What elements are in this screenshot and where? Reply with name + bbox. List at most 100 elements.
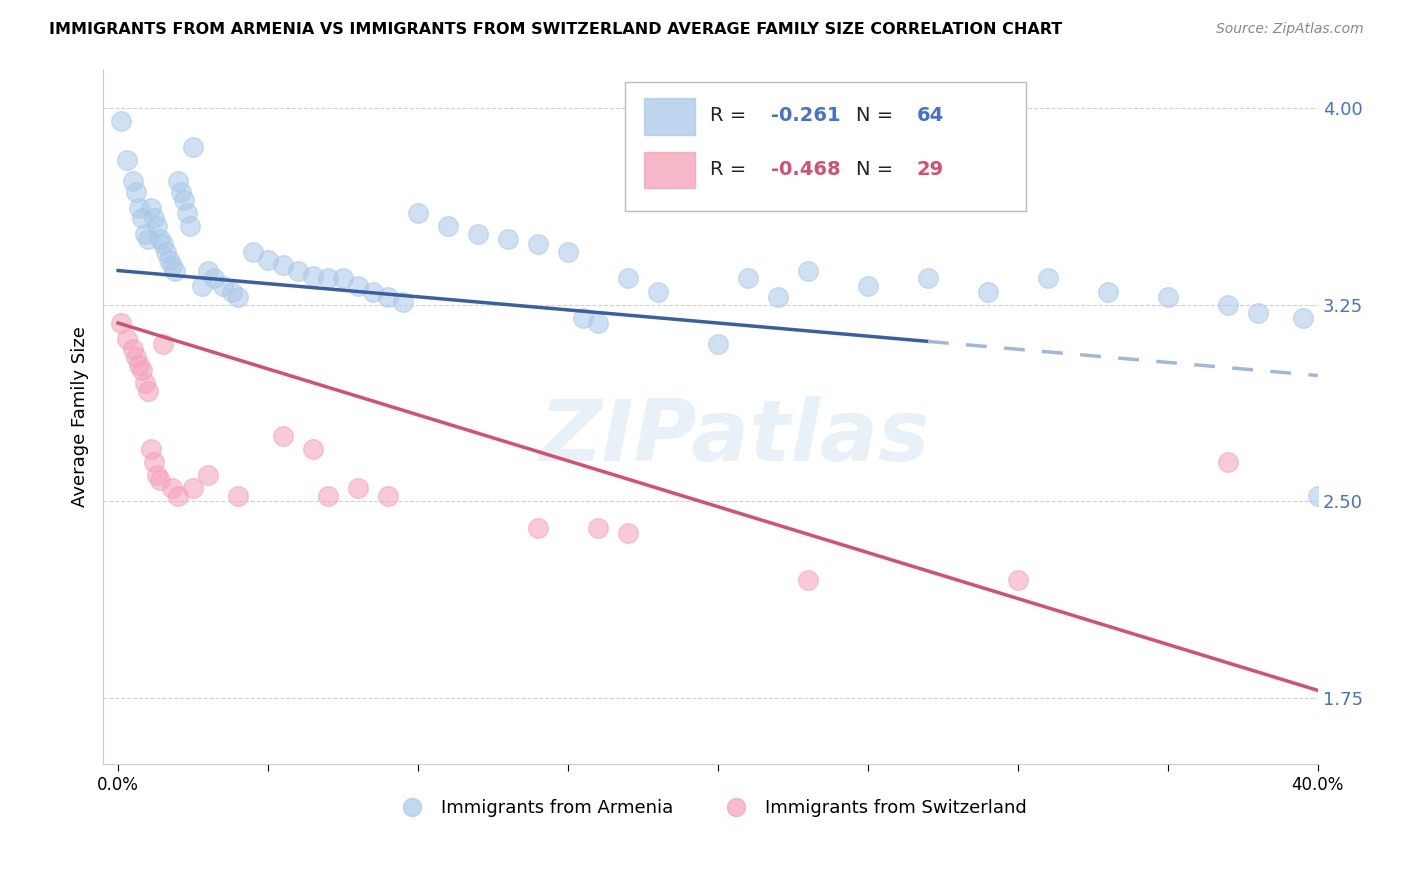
Point [139, 442, 162, 456]
Point [496, 232, 519, 246]
Point [170, 185, 193, 199]
Point [347, 481, 370, 495]
Point [212, 279, 235, 293]
Text: N =: N = [856, 105, 900, 125]
Point [392, 295, 415, 310]
Point [155, 245, 177, 260]
Point [143, 211, 166, 225]
Text: -0.468: -0.468 [770, 160, 841, 178]
Point [527, 521, 550, 535]
Point [149, 232, 172, 246]
Point [125, 350, 148, 364]
Point [131, 363, 153, 377]
Point [617, 525, 640, 540]
Point [527, 237, 550, 252]
Point [242, 245, 264, 260]
Text: ZIPatlas: ZIPatlas [540, 395, 929, 478]
Point [1036, 271, 1059, 285]
Point [766, 290, 789, 304]
Point [167, 489, 190, 503]
Point [797, 573, 820, 587]
Point [316, 271, 339, 285]
Point [131, 211, 153, 225]
Point [1216, 455, 1239, 469]
Point [125, 185, 148, 199]
Point [226, 290, 249, 304]
Point [128, 201, 150, 215]
Point [176, 206, 198, 220]
Point [165, 263, 187, 277]
Point [271, 429, 294, 443]
Text: -0.261: -0.261 [770, 105, 841, 125]
Point [1007, 573, 1029, 587]
Point [1157, 290, 1180, 304]
Text: 29: 29 [917, 160, 943, 178]
Point [197, 468, 219, 483]
Point [179, 219, 201, 233]
FancyBboxPatch shape [644, 152, 695, 188]
Point [146, 468, 169, 483]
Point [406, 206, 429, 220]
Point [110, 114, 132, 128]
FancyBboxPatch shape [644, 98, 695, 135]
Point [377, 489, 399, 503]
Point [377, 290, 399, 304]
Point [226, 489, 249, 503]
Point [181, 140, 204, 154]
FancyBboxPatch shape [626, 82, 1026, 211]
Point [707, 337, 730, 351]
Point [347, 279, 370, 293]
Point [191, 279, 214, 293]
Point [136, 384, 159, 399]
Point [122, 343, 145, 357]
Point [128, 358, 150, 372]
Point [134, 227, 156, 241]
Point [617, 271, 640, 285]
Point [437, 219, 460, 233]
Point [115, 153, 138, 168]
Point [134, 376, 156, 391]
Text: Source: ZipAtlas.com: Source: ZipAtlas.com [1216, 22, 1364, 37]
Point [1247, 305, 1270, 319]
Point [572, 310, 595, 325]
Point [302, 268, 325, 283]
Text: R =: R = [710, 105, 754, 125]
Point [737, 271, 759, 285]
Point [1306, 489, 1329, 503]
Point [557, 245, 579, 260]
Point [917, 271, 939, 285]
Point [287, 263, 309, 277]
Point [152, 237, 174, 252]
Point [181, 481, 204, 495]
Point [1292, 310, 1315, 325]
Point [977, 285, 1000, 299]
Y-axis label: Average Family Size: Average Family Size [72, 326, 89, 507]
Point [149, 474, 172, 488]
Point [202, 271, 225, 285]
Point [136, 232, 159, 246]
Text: 64: 64 [917, 105, 945, 125]
Point [586, 316, 609, 330]
Point [157, 253, 180, 268]
Point [160, 481, 183, 495]
Point [139, 201, 162, 215]
Point [1097, 285, 1119, 299]
Point [271, 258, 294, 272]
Point [160, 258, 183, 272]
Point [143, 455, 166, 469]
Point [797, 263, 820, 277]
Point [586, 521, 609, 535]
Point [197, 263, 219, 277]
Point [221, 285, 243, 299]
Point [856, 279, 879, 293]
Point [257, 253, 280, 268]
Point [316, 489, 339, 503]
Point [647, 285, 669, 299]
Point [361, 285, 384, 299]
Text: R =: R = [710, 160, 754, 178]
Point [173, 193, 195, 207]
Text: N =: N = [856, 160, 900, 178]
Point [146, 219, 169, 233]
Point [167, 174, 190, 188]
Point [115, 332, 138, 346]
